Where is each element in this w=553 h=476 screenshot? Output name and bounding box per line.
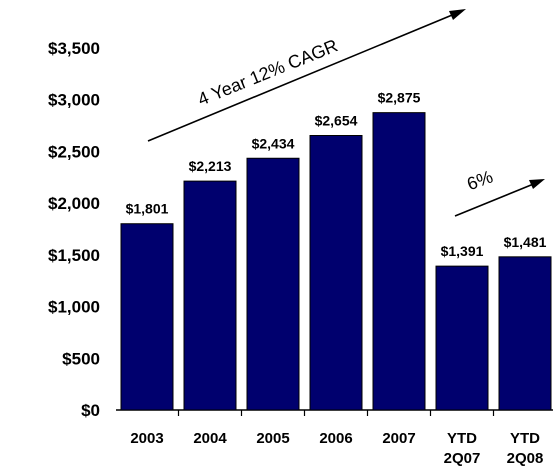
growth-annotation: 6% [454,167,545,217]
bar [120,223,174,411]
bar-value-label: $2,654 [315,113,358,129]
x-tick-label: 2007 [382,430,415,447]
x-tick-label: 2Q07 [444,450,481,467]
cagr-arrowhead-icon [449,9,466,20]
bar-value-label: $2,213 [189,158,232,174]
bars [120,112,552,411]
x-tick-label: 2004 [193,430,227,447]
y-tick-label: $1,000 [48,298,100,317]
x-tick-label: 2006 [319,430,352,447]
bar-value-label: $2,434 [252,135,295,151]
x-tick-label: YTD [510,430,540,447]
bar [246,157,300,411]
growth-arrow-icon [454,182,537,217]
y-tick-label: $0 [81,401,100,420]
y-tick-label: $1,500 [48,246,100,265]
cagr-arrow-icon [147,12,458,142]
y-tick-label: $2,000 [48,194,100,213]
x-tick-label: 2003 [130,430,163,447]
x-tick-label: 2005 [256,430,289,447]
y-tick-label: $3,000 [48,91,100,110]
bar [309,135,363,411]
bar-value-label: $1,391 [441,243,484,259]
data-labels: $1,801 $2,213 $2,434 $2,654 $2,875 $1,391 $1,4… [126,90,547,259]
growth-label: 6% [464,167,495,195]
cagr-label: 4 Year 12% CAGR [195,35,341,109]
y-tick-label: $2,500 [48,142,100,161]
x-tick-label: 2Q08 [507,450,544,467]
y-tick-label: $3,500 [48,39,100,58]
bar [183,180,237,411]
bar [435,265,489,411]
y-tick-label: $500 [62,349,100,368]
growth-arrowhead-icon [529,179,545,189]
bar-value-label: $2,875 [378,90,421,106]
bar [372,112,426,411]
bar-value-label: $1,801 [126,201,169,217]
bar-value-label: $1,481 [504,234,547,250]
bar [498,256,552,411]
axes: $0 $500 $1,000 $1,500 $2,000 $2,500 $3,000 $3,5… [48,39,553,467]
x-tick-label: YTD [447,430,477,447]
